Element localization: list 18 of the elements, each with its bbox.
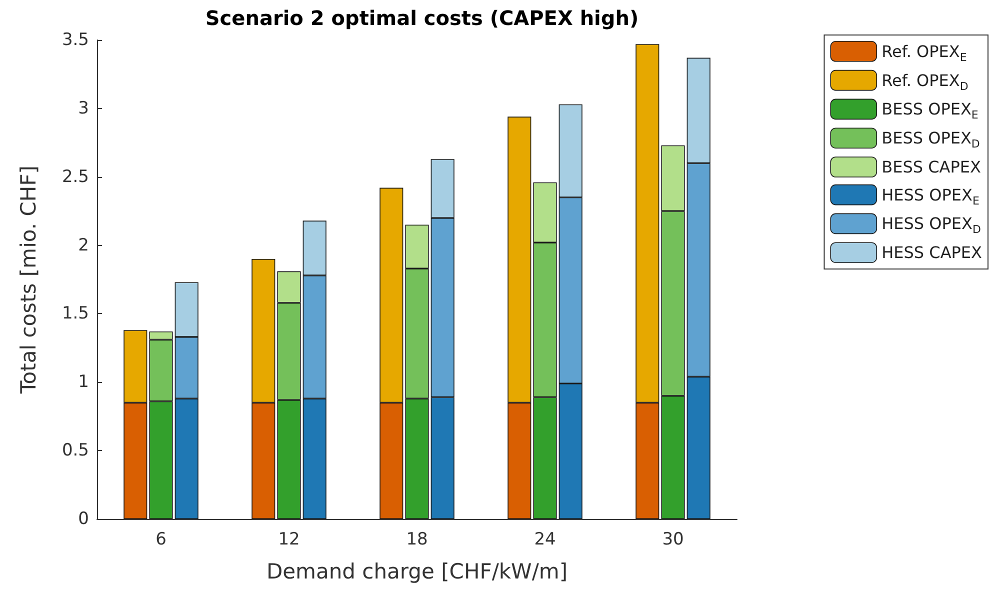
- x-tick-label: 6: [156, 530, 166, 550]
- y-tick-label: 2: [78, 235, 89, 256]
- x-tick-label: 18: [406, 530, 428, 550]
- y-tick-label: 1.5: [62, 304, 89, 324]
- y-tick-label: 0: [78, 509, 89, 529]
- y-tick-label: 2.5: [62, 166, 89, 187]
- y-tick-label: 1: [78, 372, 89, 392]
- x-tick-label: 30: [662, 530, 684, 550]
- x-axis-title: Demand charge [CHF/kW/m]: [266, 560, 568, 584]
- x-tick-label: 12: [278, 530, 300, 550]
- y-tick-label: 0.5: [62, 440, 89, 461]
- y-axis-title: Total costs [mio. CHF]: [16, 166, 40, 394]
- legend-label: BESS CAPEX: [882, 158, 981, 176]
- chart-title: Scenario 2 optimal costs (CAPEX high): [205, 6, 639, 30]
- legend-label: HESS CAPEX: [882, 243, 982, 262]
- x-tick-label: 24: [534, 530, 556, 550]
- y-tick-label: 3: [78, 98, 89, 118]
- y-tick-label: 3.5: [62, 30, 89, 50]
